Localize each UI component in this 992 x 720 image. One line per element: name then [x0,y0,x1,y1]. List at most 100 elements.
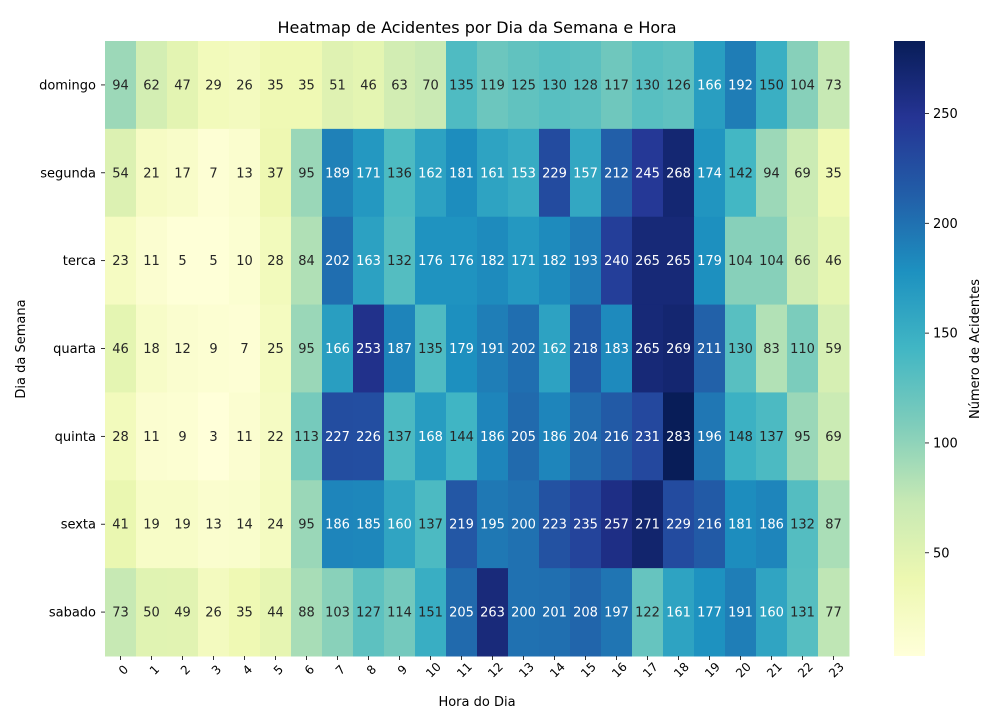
cell-value-label: 205 [511,430,536,445]
heatmap-cell [694,128,726,218]
cell-value-label: 179 [449,342,474,357]
cell-value-label: 229 [542,166,567,181]
cell-value-label: 245 [635,166,660,181]
x-tick-label: 8 [364,662,379,677]
heatmap-cell [725,568,757,657]
heatmap-cell [167,480,199,569]
cell-value-label: 202 [325,254,350,269]
x-tick-label: 5 [271,662,286,677]
colorbar-label: Número de Acidentes [968,279,983,419]
cell-value-label: 95 [298,342,315,357]
heatmap-cell [136,392,168,481]
heatmap-cell [601,480,633,569]
colorbar-tick-label: 250 [933,107,958,122]
heatmap-cell [818,304,850,393]
cell-value-label: 240 [604,254,629,269]
heatmap-cell [384,392,416,481]
cell-value-label: 181 [449,166,474,181]
heatmap-cell [291,480,323,569]
cell-value-label: 216 [604,430,629,445]
heatmap-cell [136,304,168,393]
cell-value-label: 183 [604,342,629,357]
cell-value-label: 59 [825,342,842,357]
heatmap-cell [105,568,137,657]
cell-value-label: 166 [697,78,722,93]
heatmap-cell [756,480,788,569]
cell-value-label: 185 [356,518,381,533]
cell-value-label: 195 [480,518,505,533]
x-tick-label: 12 [485,660,506,681]
cell-value-label: 187 [387,342,412,357]
heatmap-cell [756,128,788,218]
heatmap-cell [725,304,757,393]
heatmap-cell [539,41,571,130]
heatmap-cell [632,392,664,481]
cell-value-label: 200 [511,518,536,533]
cell-value-label: 104 [728,254,753,269]
heatmap-cell [694,216,726,306]
cell-value-label: 216 [697,518,722,533]
heatmap-cell [198,128,230,218]
cell-value-label: 37 [267,166,284,181]
cell-value-label: 46 [360,78,377,93]
x-tick-label: 9 [395,662,410,677]
heatmap-cell [632,480,664,569]
cell-value-label: 137 [418,518,443,533]
heatmap-cell [353,568,385,657]
heatmap-cell [508,568,540,657]
heatmap-cell [136,480,168,569]
cell-value-label: 49 [174,606,191,621]
heatmap-cell [198,480,230,569]
heatmap-cell [105,128,137,218]
heatmap-cell [105,41,137,130]
cell-value-label: 23 [112,254,129,269]
heatmap-cell [725,41,757,130]
heatmap-cell [601,216,633,306]
heatmap-cell [725,216,757,306]
heatmap-cell [725,480,757,569]
cell-value-label: 87 [825,518,842,533]
cell-value-label: 227 [325,430,350,445]
cell-value-label: 211 [697,342,722,357]
cell-value-label: 25 [267,342,284,357]
heatmap-cell [384,304,416,393]
cell-value-label: 130 [635,78,660,93]
cell-value-label: 28 [267,254,284,269]
heatmap-cell [322,41,354,130]
y-tick-label: quarta [53,342,96,357]
heatmap-cell [260,392,292,481]
cell-value-label: 137 [759,430,784,445]
cell-value-label: 253 [356,342,381,357]
cell-value-label: 265 [635,254,660,269]
cell-value-label: 181 [728,518,753,533]
heatmap-cell [477,128,509,218]
cell-value-label: 132 [387,254,412,269]
cell-value-label: 231 [635,430,660,445]
cell-value-label: 201 [542,606,567,621]
cell-value-label: 191 [728,606,753,621]
cell-value-label: 22 [267,430,284,445]
heatmap-cell [384,128,416,218]
heatmap-cell [477,216,509,306]
heatmap-cell [508,304,540,393]
heatmap-cell [663,392,695,481]
heatmap-cell [446,480,478,569]
cell-value-label: 5 [209,254,217,269]
colorbar-tick-label: 150 [933,327,958,342]
cell-value-label: 151 [418,606,443,621]
heatmap-cell [415,304,447,393]
heatmap-cell [787,392,819,481]
cell-value-label: 44 [267,606,284,621]
cell-value-label: 95 [298,166,315,181]
cell-value-label: 13 [236,166,253,181]
cell-value-label: 88 [298,606,315,621]
heatmap-cell [260,41,292,130]
heatmap-cell [756,41,788,130]
heatmap-cell [663,216,695,306]
cell-value-label: 168 [418,430,443,445]
heatmap-cell [198,216,230,306]
cell-value-label: 186 [759,518,784,533]
cell-value-label: 271 [635,518,660,533]
heatmap-cell [322,304,354,393]
cell-value-label: 24 [267,518,284,533]
